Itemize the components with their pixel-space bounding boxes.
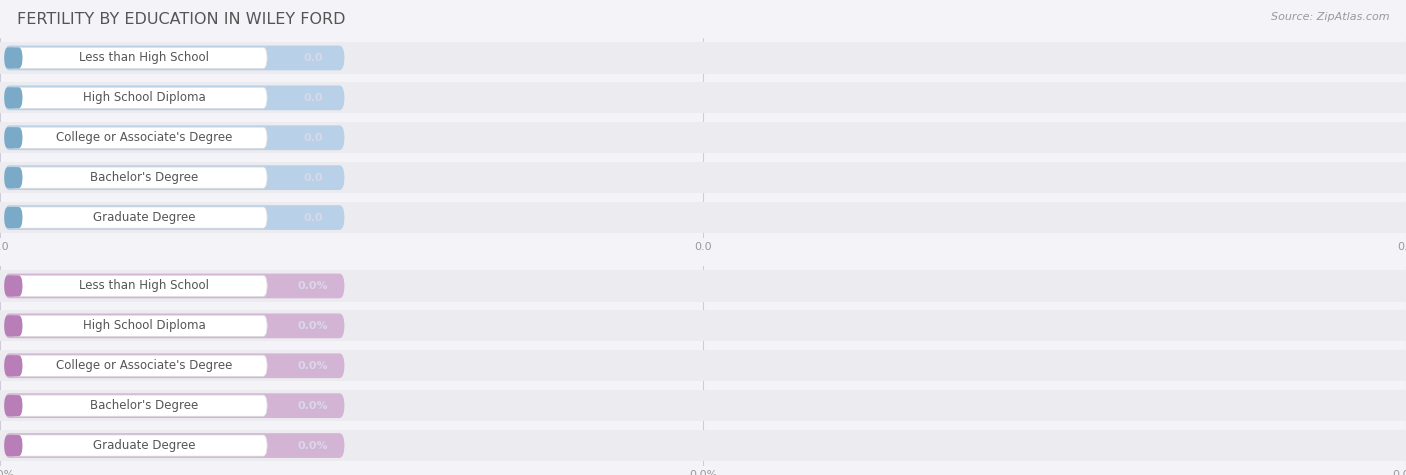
FancyBboxPatch shape: [11, 395, 267, 416]
Text: 0.0: 0.0: [304, 53, 322, 63]
Text: Graduate Degree: Graduate Degree: [93, 439, 195, 452]
Text: 0.0: 0.0: [304, 212, 322, 223]
Text: 0.0%: 0.0%: [298, 321, 328, 331]
FancyBboxPatch shape: [4, 167, 22, 188]
FancyBboxPatch shape: [4, 435, 22, 456]
Text: 0.0: 0.0: [304, 93, 322, 103]
FancyBboxPatch shape: [0, 122, 1406, 153]
Text: 0.0: 0.0: [304, 172, 322, 183]
FancyBboxPatch shape: [4, 165, 344, 190]
FancyBboxPatch shape: [4, 86, 344, 110]
FancyBboxPatch shape: [4, 314, 344, 338]
Text: Graduate Degree: Graduate Degree: [93, 211, 195, 224]
FancyBboxPatch shape: [4, 125, 344, 150]
FancyBboxPatch shape: [11, 315, 267, 336]
FancyBboxPatch shape: [0, 270, 1406, 302]
FancyBboxPatch shape: [11, 48, 267, 68]
FancyBboxPatch shape: [4, 276, 22, 296]
Text: College or Associate's Degree: College or Associate's Degree: [56, 359, 232, 372]
FancyBboxPatch shape: [0, 82, 1406, 114]
FancyBboxPatch shape: [11, 355, 267, 376]
FancyBboxPatch shape: [0, 350, 1406, 381]
FancyBboxPatch shape: [4, 46, 344, 70]
FancyBboxPatch shape: [11, 435, 267, 456]
FancyBboxPatch shape: [4, 355, 22, 376]
FancyBboxPatch shape: [0, 310, 1406, 342]
FancyBboxPatch shape: [4, 315, 22, 336]
FancyBboxPatch shape: [0, 390, 1406, 421]
Text: FERTILITY BY EDUCATION IN WILEY FORD: FERTILITY BY EDUCATION IN WILEY FORD: [17, 12, 346, 27]
FancyBboxPatch shape: [0, 162, 1406, 193]
Text: 0.0%: 0.0%: [298, 440, 328, 451]
FancyBboxPatch shape: [4, 353, 344, 378]
Text: 0.0%: 0.0%: [298, 400, 328, 411]
FancyBboxPatch shape: [0, 202, 1406, 233]
Text: 0.0: 0.0: [304, 133, 322, 143]
FancyBboxPatch shape: [11, 87, 267, 108]
FancyBboxPatch shape: [4, 274, 344, 298]
FancyBboxPatch shape: [4, 127, 22, 148]
FancyBboxPatch shape: [11, 207, 267, 228]
Text: High School Diploma: High School Diploma: [83, 319, 205, 332]
Text: 0.0%: 0.0%: [298, 361, 328, 371]
FancyBboxPatch shape: [4, 205, 344, 230]
Text: College or Associate's Degree: College or Associate's Degree: [56, 131, 232, 144]
FancyBboxPatch shape: [4, 207, 22, 228]
FancyBboxPatch shape: [11, 167, 267, 188]
Text: 0.0%: 0.0%: [298, 281, 328, 291]
FancyBboxPatch shape: [4, 433, 344, 458]
Text: Bachelor's Degree: Bachelor's Degree: [90, 399, 198, 412]
Text: Less than High School: Less than High School: [79, 51, 209, 65]
FancyBboxPatch shape: [4, 395, 22, 416]
FancyBboxPatch shape: [4, 393, 344, 418]
Text: Less than High School: Less than High School: [79, 279, 209, 293]
Text: Bachelor's Degree: Bachelor's Degree: [90, 171, 198, 184]
FancyBboxPatch shape: [11, 276, 267, 296]
FancyBboxPatch shape: [0, 430, 1406, 461]
FancyBboxPatch shape: [0, 42, 1406, 74]
FancyBboxPatch shape: [4, 48, 22, 68]
FancyBboxPatch shape: [11, 127, 267, 148]
Text: High School Diploma: High School Diploma: [83, 91, 205, 104]
FancyBboxPatch shape: [4, 87, 22, 108]
Text: Source: ZipAtlas.com: Source: ZipAtlas.com: [1271, 12, 1389, 22]
